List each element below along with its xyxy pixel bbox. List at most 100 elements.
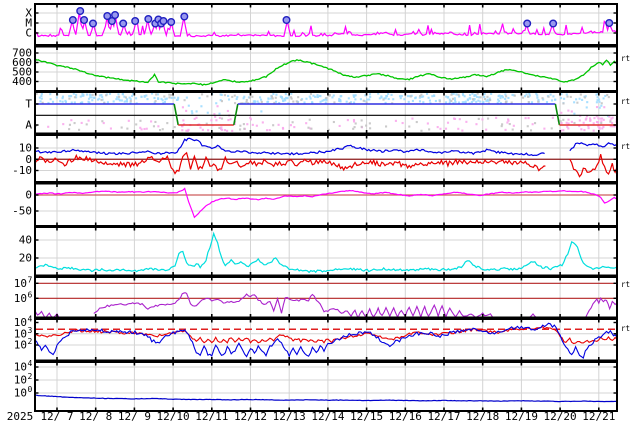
flare-marker (119, 19, 128, 28)
series-group (36, 322, 616, 360)
sector-dot (422, 95, 425, 98)
y-axis-label: 10 (14, 292, 27, 305)
y-axis-label: 10 (14, 387, 27, 400)
y-axis-exponent: 4 (28, 359, 33, 368)
panel-imf-bt-bz: 100-10 rt (12, 134, 630, 183)
sector-dot (368, 122, 371, 125)
sector-dot (446, 121, 450, 124)
sector-dot (608, 115, 611, 118)
sector-dot (284, 96, 288, 99)
y-axis-label: 10 (14, 327, 27, 340)
sector-dot (448, 101, 451, 104)
sector-dot (468, 94, 472, 97)
sector-dot (547, 95, 550, 98)
panel-border (34, 134, 618, 183)
sector-dot (604, 94, 607, 98)
sector-dot (445, 101, 448, 104)
sector-dot (527, 100, 530, 104)
sector-dot (428, 128, 431, 131)
sector-dot (234, 102, 237, 105)
sector-dot (426, 122, 429, 125)
sector-dot (266, 129, 269, 132)
sector-dot (419, 95, 422, 98)
flare-marker (605, 19, 614, 28)
sector-dot (236, 96, 239, 99)
sector-dot (259, 96, 262, 99)
sector-dot (507, 119, 510, 122)
sector-dot (362, 99, 365, 102)
flare-marker (107, 17, 116, 26)
sector-dot (500, 125, 503, 128)
panel-xray-flux: XMC (25, 3, 618, 46)
sector-dot (39, 100, 42, 103)
sector-dot (477, 117, 480, 120)
sector-dot (436, 126, 439, 129)
sector-dot (260, 110, 263, 113)
sector-dot (526, 125, 529, 128)
sector-dot (242, 123, 245, 126)
sector-dot (91, 93, 94, 96)
sector-dot (606, 114, 610, 118)
sector-dot (420, 95, 423, 98)
sector-dot (600, 102, 603, 105)
sector-dot (109, 127, 112, 130)
sector-dot (118, 99, 121, 102)
y-axis-label: X (25, 7, 32, 20)
sector-dot (481, 118, 484, 121)
sector-dot (229, 118, 232, 121)
sector-dot (403, 98, 406, 101)
sector-dot (523, 95, 527, 98)
sector-dot (461, 129, 464, 132)
sector-dot (219, 99, 222, 102)
sector-dot (384, 101, 387, 104)
proton-trace (93, 292, 494, 317)
sector-dot (85, 93, 89, 96)
sector-dot (291, 121, 294, 124)
sector-dot (140, 95, 143, 98)
sector-dot (477, 96, 481, 99)
sector-dot (303, 101, 306, 104)
sector-dot (61, 95, 65, 98)
sector-dot (541, 97, 544, 100)
sector-dot (245, 98, 248, 102)
panel-border (34, 276, 618, 319)
sector-dot (501, 95, 504, 98)
sector-dot (161, 99, 164, 102)
sector-dot (537, 98, 540, 102)
sector-dot (219, 93, 222, 96)
sector-dot (215, 119, 218, 122)
sector-dot (170, 96, 173, 99)
sector-dot (309, 127, 312, 130)
sector-dot (157, 125, 160, 128)
sector-dot (272, 124, 275, 127)
sector-dot (380, 95, 383, 98)
sector-dot (588, 117, 592, 120)
sector-dot (123, 100, 126, 103)
sector-dot (290, 97, 293, 100)
sector-dot (73, 101, 76, 104)
sector-dot (181, 129, 184, 132)
sector-dot (457, 93, 460, 96)
date-tick-label: 12/21 (582, 410, 615, 423)
sector-dot (87, 97, 91, 100)
sector-dot (583, 96, 587, 99)
sector-dot (609, 119, 612, 122)
sector-dot (139, 126, 142, 129)
sector-dot (468, 97, 471, 100)
sector-dot (231, 95, 234, 98)
sector-dot (573, 112, 576, 115)
sector-dot (220, 100, 224, 103)
sector-dot (483, 95, 486, 98)
sector-dot (543, 127, 546, 130)
sector-dot (450, 93, 453, 96)
sector-dot (418, 96, 421, 99)
y-axis-label: 10 (14, 361, 27, 374)
sector-dot (422, 101, 425, 104)
sector-dot (245, 100, 248, 104)
series-group (36, 58, 616, 86)
sector-dot (597, 117, 600, 120)
year-label: 2025 (7, 410, 34, 423)
date-tick-label: 12/18 (466, 410, 499, 423)
